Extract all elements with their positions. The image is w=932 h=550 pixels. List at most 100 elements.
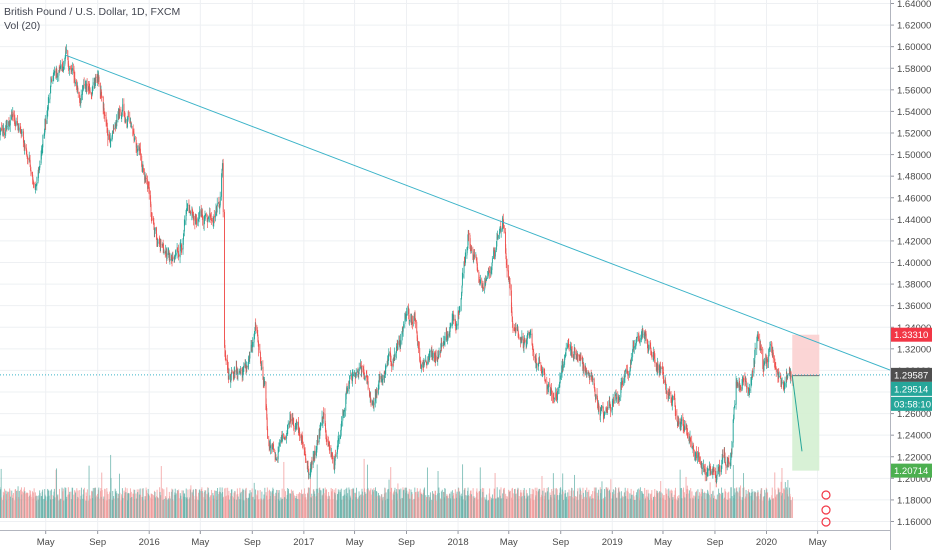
volume-bar bbox=[293, 495, 295, 518]
volume-bar bbox=[764, 489, 766, 518]
volume-bar bbox=[527, 495, 529, 518]
x-tick-label: Sep bbox=[89, 537, 106, 548]
candle-body bbox=[527, 334, 528, 340]
candle-body bbox=[524, 340, 526, 342]
candle-body bbox=[565, 347, 567, 351]
candle-body bbox=[361, 365, 363, 367]
candle-body bbox=[493, 249, 495, 259]
volume-bar bbox=[690, 488, 692, 518]
candle-body bbox=[505, 231, 506, 248]
candle-body bbox=[66, 49, 67, 51]
candle-body bbox=[185, 214, 187, 221]
trendline[interactable] bbox=[65, 54, 891, 371]
volume-bar bbox=[400, 488, 402, 518]
volume-bar bbox=[299, 493, 301, 518]
candle-body bbox=[101, 96, 103, 98]
candle-body bbox=[734, 403, 736, 406]
candle-body bbox=[733, 418, 735, 421]
candle-body bbox=[505, 256, 507, 264]
candle-body bbox=[366, 381, 368, 384]
candle-body bbox=[760, 346, 762, 349]
candle-body bbox=[657, 363, 659, 371]
candle-body bbox=[761, 348, 762, 350]
candle-body bbox=[77, 87, 79, 92]
candle-body bbox=[450, 323, 452, 326]
candle-body bbox=[403, 324, 405, 328]
volume-bar bbox=[264, 487, 266, 518]
volume-bar bbox=[710, 493, 712, 518]
y-tick-label: 1.16000 bbox=[897, 517, 931, 528]
volume-bar bbox=[568, 495, 570, 518]
x-tick-label: 2017 bbox=[293, 537, 314, 548]
candle-body bbox=[631, 357, 632, 364]
candle-body bbox=[305, 460, 307, 463]
y-tick-label: 1.60000 bbox=[897, 42, 931, 53]
volume-bar bbox=[468, 496, 470, 518]
candle-body bbox=[1, 128, 2, 131]
volume-bar bbox=[565, 496, 567, 518]
dividend-icon[interactable] bbox=[821, 517, 831, 527]
candle-body bbox=[532, 345, 534, 352]
candle-body bbox=[462, 273, 464, 278]
volume-bar bbox=[728, 498, 730, 518]
candle-body bbox=[264, 380, 266, 385]
candle-body bbox=[219, 196, 221, 206]
candle-body bbox=[335, 455, 337, 457]
candle-body bbox=[254, 333, 255, 339]
candle-body bbox=[27, 157, 29, 160]
volume-bar bbox=[734, 492, 736, 518]
candle-body bbox=[5, 129, 7, 136]
volume-bar bbox=[169, 498, 171, 518]
candle-body bbox=[302, 440, 304, 442]
volume-bar bbox=[225, 495, 227, 518]
candle-body bbox=[141, 155, 143, 166]
volume-bar bbox=[781, 467, 783, 518]
volume-bar bbox=[116, 493, 118, 518]
volume-bar bbox=[240, 491, 242, 518]
candle-body bbox=[745, 381, 747, 386]
stop-zone[interactable] bbox=[792, 375, 820, 471]
volume-bar bbox=[557, 495, 559, 518]
candle-body bbox=[7, 126, 8, 127]
volume-bar bbox=[489, 488, 491, 518]
candle-body bbox=[298, 421, 299, 432]
candle-body bbox=[482, 283, 484, 288]
candle-body bbox=[432, 352, 434, 359]
candle-body bbox=[406, 314, 408, 316]
volume-bar bbox=[110, 478, 112, 518]
countdown-tag-text: 03:58:10 bbox=[894, 399, 931, 410]
volume-bar bbox=[107, 494, 109, 518]
candle-body bbox=[21, 131, 23, 133]
candle-body bbox=[506, 264, 508, 272]
volume-bar bbox=[258, 499, 260, 518]
volume-bar bbox=[261, 491, 263, 518]
y-tick-label: 1.40000 bbox=[897, 258, 931, 269]
volume-bar bbox=[388, 479, 390, 518]
volume-bar bbox=[12, 493, 14, 518]
candle-body bbox=[474, 254, 476, 257]
volume-bar bbox=[243, 500, 245, 518]
volume-bar bbox=[631, 494, 633, 518]
candle-body bbox=[50, 80, 52, 88]
candle-body bbox=[186, 210, 187, 215]
alert-icon[interactable] bbox=[821, 490, 831, 500]
candle-body bbox=[349, 375, 351, 380]
target-zone[interactable] bbox=[792, 334, 820, 376]
candle-body bbox=[73, 69, 75, 78]
candle-body bbox=[542, 368, 544, 373]
candle-body bbox=[65, 51, 67, 58]
candle-body bbox=[598, 404, 600, 408]
volume-bar bbox=[72, 487, 74, 518]
candle-body bbox=[154, 227, 156, 231]
volume-bar bbox=[495, 498, 497, 518]
volume-bar bbox=[125, 492, 127, 518]
volume-bar bbox=[758, 496, 760, 518]
volume-bar bbox=[190, 485, 192, 518]
candle-body bbox=[470, 244, 471, 250]
volume-bar bbox=[317, 492, 319, 518]
event-icon[interactable] bbox=[821, 505, 831, 515]
volume-bar bbox=[545, 492, 547, 518]
candle-body bbox=[674, 397, 676, 405]
volume-bar bbox=[154, 497, 156, 518]
